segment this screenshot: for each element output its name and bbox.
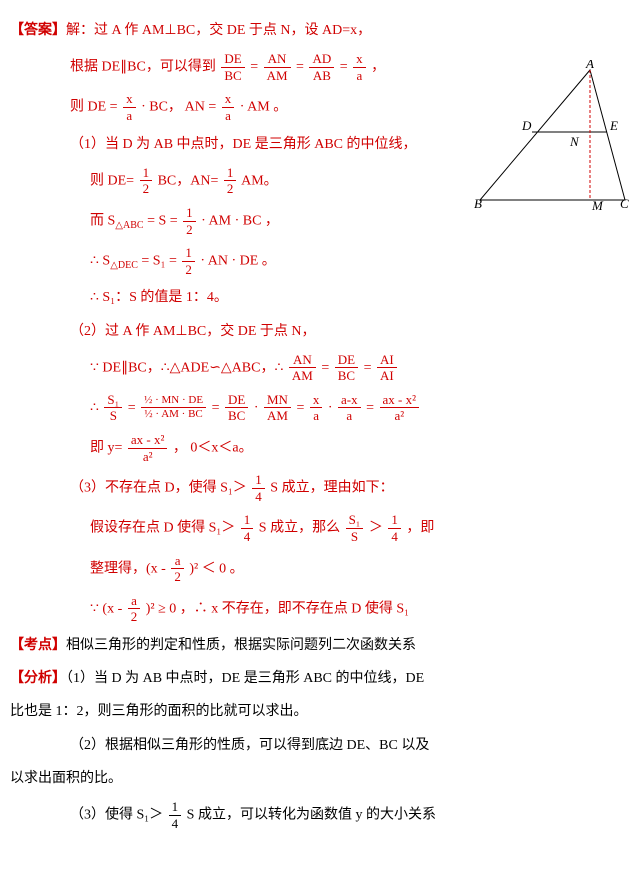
svg-text:D: D [521,118,532,133]
part3-l2: 整理得，(x - a2 )² ＜ 0 。 [10,553,630,585]
part2-l1: ∵ DE∥BC，∴△ADE∽△ABC，∴ ANAM = DEBC = AIAI [10,352,630,384]
kaodian-label: 【考点】 [10,638,66,653]
triangle-diagram: A B C D E M N [470,60,630,215]
answer-header: 【答案】解：过 A 作 AM⊥BC，交 DE 于点 N，设 AD=x， [10,18,630,43]
fenxi-line1: 【分析】（1）当 D 为 AB 中点时，DE 是三角形 ABC 的中位线，DE [10,666,630,691]
fenxi-line3: （2）根据相似三角形的性质，可以得到底边 DE、BC 以及 [10,733,630,758]
part1-l3: ∴ S△DEC = S₁ = 12 · AN · DE 。 [10,245,630,277]
intro-text: 解：过 A 作 AM⊥BC，交 DE 于点 N，设 AD=x， [66,23,371,38]
frac-de-bc: DEBC [221,51,244,83]
part1-l4: ∴ S₁：S 的值是 1：4。 [10,285,630,310]
l2b: · BC， AN = [141,100,216,115]
svg-text:M: M [591,198,604,210]
fenxi1-text: （1）当 D 为 AB 中点时，DE 是三角形 ABC 的中位线，DE [66,671,424,686]
fenxi-line5: （3）使得 S₁＞ 14 S 成立，可以转化为函数值 y 的大小关系 [10,799,630,831]
l2c: · AM 。 [240,100,287,115]
fenxi-line2: 比也是 1：2，则三角形的面积的比就可以求出。 [10,699,630,724]
svg-text:N: N [569,134,580,149]
svg-text:C: C [620,196,629,210]
part3-title: （3）不存在点 D，使得 S₁＞ 14 S 成立，理由如下： [10,472,630,504]
part2-l3: 即 y= ax - x²a² ， 0＜x＜a。 [10,432,630,464]
answer-label: 【答案】 [10,23,66,38]
part2-title: （2）过 A 作 AM⊥BC，交 DE 于点 N， [10,319,630,344]
frac-ad-ab: ADAB [309,51,334,83]
part3-l3: ∵ (x - a2 )² ≥ 0 ，∴ x 不存在，即不存在点 D 使得 S₁ [10,593,630,625]
diagram-svg: A B C D E M N [470,60,630,210]
frac-xa-1: xa [123,91,136,123]
svg-text:A: A [585,60,594,71]
l2a: 则 DE = [70,100,118,115]
part2-l2: ∴ S₁S = ½ · MN · DE½ · AM · BC = DEBC · … [10,392,630,424]
fenxi-line4: 以求出面积的比。 [10,766,630,791]
part3-l1: 假设存在点 D 使得 S₁＞ 14 S 成立，那么 S₁S ＞ 14 ，即 [10,512,630,544]
kaodian-line: 【考点】相似三角形的判定和性质，根据实际问题列二次函数关系 [10,633,630,658]
frac-an-am: ANAM [264,51,291,83]
kaodian-text: 相似三角形的判定和性质，根据实际问题列二次函数关系 [66,638,416,653]
frac-xa-2: xa [222,91,235,123]
l1b: ， [371,60,385,75]
frac-x-a: xa [353,51,366,83]
svg-text:E: E [609,118,618,133]
svg-text:B: B [474,196,482,210]
fenxi-label: 【分析】 [10,671,66,686]
l1a: 根据 DE∥BC，可以得到 [70,60,216,75]
